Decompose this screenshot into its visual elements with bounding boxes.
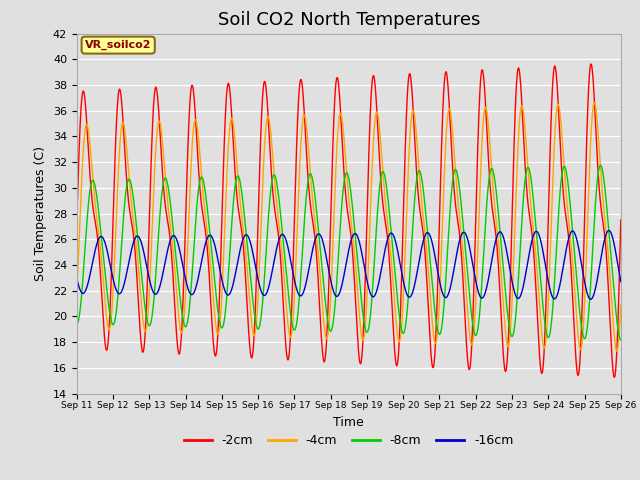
-8cm bbox=[305, 174, 313, 180]
-4cm bbox=[591, 100, 598, 106]
-16cm bbox=[305, 265, 313, 271]
-2cm bbox=[167, 247, 175, 252]
-8cm bbox=[73, 321, 81, 326]
Line: -4cm: -4cm bbox=[77, 103, 621, 351]
-16cm bbox=[605, 228, 612, 233]
-4cm bbox=[617, 302, 625, 308]
-16cm bbox=[607, 229, 614, 235]
-2cm bbox=[611, 374, 618, 380]
-2cm bbox=[617, 217, 625, 223]
Line: -2cm: -2cm bbox=[77, 64, 621, 377]
-8cm bbox=[617, 337, 625, 343]
-2cm bbox=[588, 61, 595, 67]
-16cm bbox=[135, 234, 143, 240]
-4cm bbox=[548, 214, 556, 219]
-2cm bbox=[548, 106, 556, 112]
-8cm bbox=[167, 207, 175, 213]
-2cm bbox=[282, 337, 289, 343]
-4cm bbox=[305, 152, 313, 158]
-2cm bbox=[305, 188, 313, 193]
-8cm bbox=[607, 245, 614, 251]
-4cm bbox=[167, 230, 175, 236]
-8cm bbox=[596, 162, 604, 168]
Title: Soil CO2 North Temperatures: Soil CO2 North Temperatures bbox=[218, 11, 480, 29]
-8cm bbox=[135, 246, 143, 252]
Legend: -2cm, -4cm, -8cm, -16cm: -2cm, -4cm, -8cm, -16cm bbox=[179, 429, 518, 452]
-16cm bbox=[587, 297, 595, 302]
-16cm bbox=[617, 279, 625, 285]
-4cm bbox=[135, 269, 143, 275]
-16cm bbox=[73, 276, 81, 282]
-16cm bbox=[282, 235, 289, 241]
Text: VR_soilco2: VR_soilco2 bbox=[85, 40, 152, 50]
-8cm bbox=[282, 262, 289, 267]
-4cm bbox=[607, 278, 614, 284]
-2cm bbox=[607, 324, 614, 330]
-2cm bbox=[73, 217, 81, 223]
-4cm bbox=[73, 288, 81, 293]
X-axis label: Time: Time bbox=[333, 416, 364, 429]
Line: -8cm: -8cm bbox=[77, 165, 621, 340]
-16cm bbox=[548, 292, 556, 298]
-4cm bbox=[613, 348, 621, 354]
-4cm bbox=[282, 291, 289, 297]
-8cm bbox=[548, 319, 556, 325]
Line: -16cm: -16cm bbox=[77, 230, 621, 300]
-16cm bbox=[167, 236, 175, 241]
-2cm bbox=[135, 307, 143, 313]
Y-axis label: Soil Temperatures (C): Soil Temperatures (C) bbox=[35, 146, 47, 281]
